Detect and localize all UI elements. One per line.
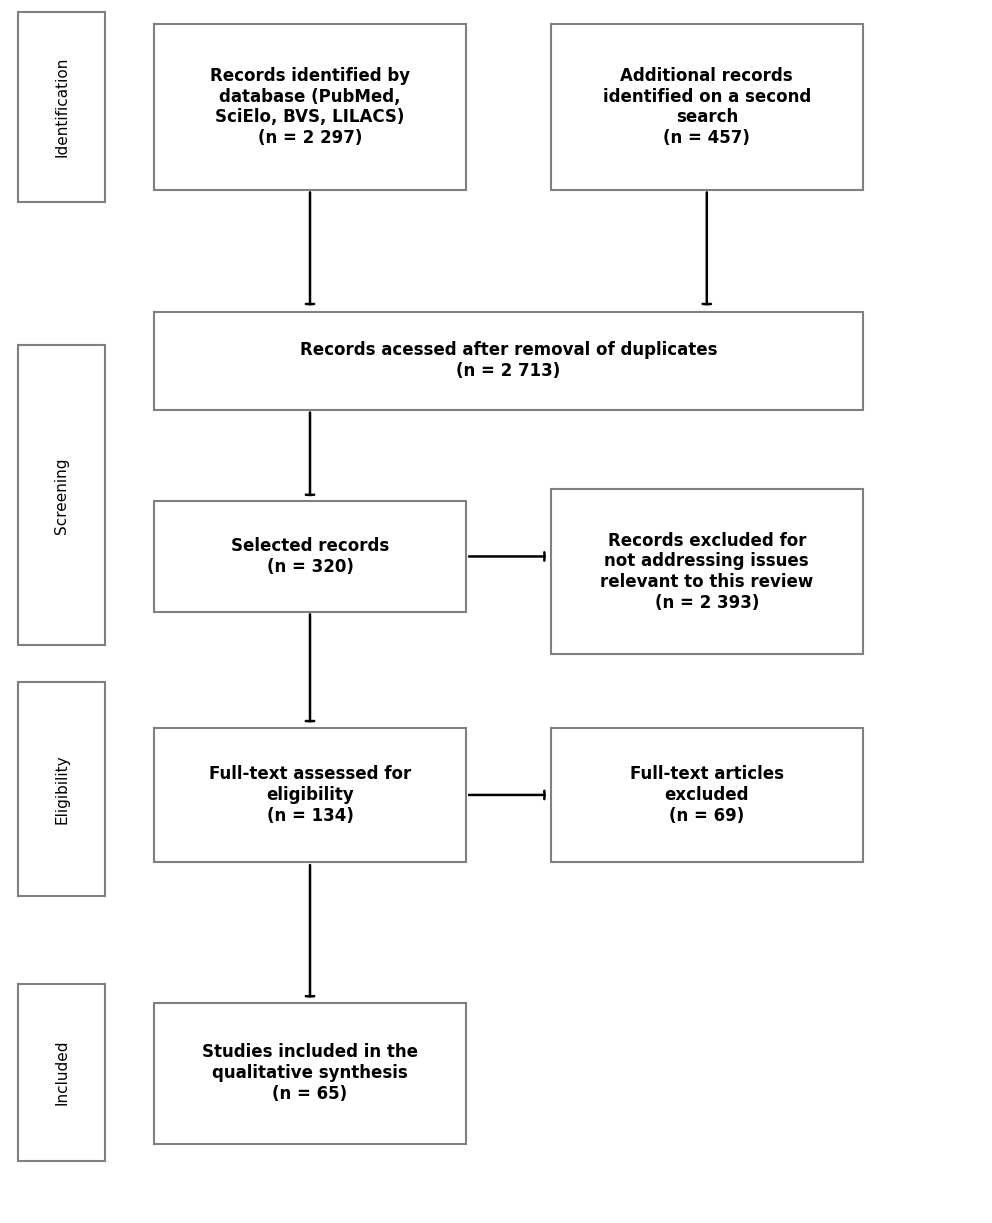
FancyBboxPatch shape (154, 312, 863, 410)
FancyBboxPatch shape (18, 682, 105, 895)
FancyBboxPatch shape (154, 24, 466, 190)
Text: Screening: Screening (54, 457, 69, 533)
Text: Additional records
identified on a second
search
(n = 457): Additional records identified on a secon… (603, 67, 810, 147)
FancyBboxPatch shape (18, 345, 105, 646)
FancyBboxPatch shape (18, 983, 105, 1162)
FancyBboxPatch shape (551, 24, 863, 190)
Text: Full-text articles
excluded
(n = 69): Full-text articles excluded (n = 69) (630, 766, 784, 824)
FancyBboxPatch shape (154, 728, 466, 862)
FancyBboxPatch shape (154, 1003, 466, 1144)
Text: Records identified by
database (PubMed,
SciElo, BVS, LILACS)
(n = 2 297): Records identified by database (PubMed, … (210, 67, 410, 147)
Text: Selected records
(n = 320): Selected records (n = 320) (231, 537, 389, 576)
Text: Included: Included (54, 1040, 69, 1106)
Text: Identification: Identification (54, 56, 69, 158)
FancyBboxPatch shape (18, 12, 105, 202)
Text: Records acessed after removal of duplicates
(n = 2 713): Records acessed after removal of duplica… (300, 341, 717, 380)
Text: Full-text assessed for
eligibility
(n = 134): Full-text assessed for eligibility (n = … (209, 766, 411, 824)
FancyBboxPatch shape (551, 489, 863, 654)
Text: Eligibility: Eligibility (54, 755, 69, 823)
Text: Records excluded for
not addressing issues
relevant to this review
(n = 2 393): Records excluded for not addressing issu… (600, 532, 813, 612)
FancyBboxPatch shape (551, 728, 863, 862)
Text: Studies included in the
qualitative synthesis
(n = 65): Studies included in the qualitative synt… (202, 1043, 418, 1103)
FancyBboxPatch shape (154, 501, 466, 612)
